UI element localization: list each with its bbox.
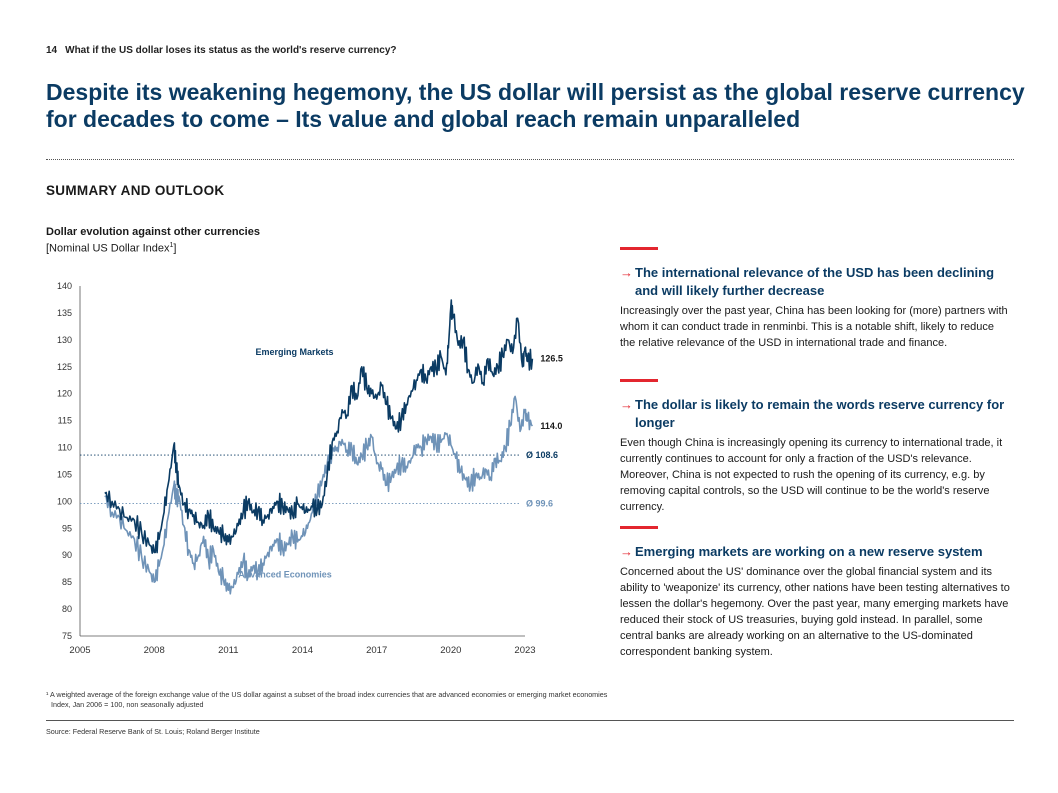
x-tick-label: 2008 [144,645,165,656]
line-chart: 140 135 130 125 120 115 110 105 100 95 90 85 80 75 200… [57,281,563,656]
section-3-body: Concerned about the US' dominance over t… [620,566,1010,658]
running-header: 14 What if the US dollar loses its status… [46,45,397,56]
y-tick-label: 115 [58,416,72,426]
x-tick-label: 2014 [292,645,313,656]
outlook-section-3: → Emerging markets are working on a new r… [620,526,1010,660]
y-tick-label: 90 [62,550,72,560]
y-tick-label: 100 [57,496,72,506]
y-tick-label: 120 [57,389,72,399]
outlook-section-1: → The international relevance of the USD … [620,247,1010,351]
section-heading: SUMMARY AND OUTLOOK [46,183,225,198]
y-tick-label: 110 [58,443,72,453]
y-tick-label: 75 [62,631,72,641]
average-label: Ø 99.6 [526,499,553,509]
footnote: ¹ A weighted average of the foreign exch… [46,690,607,710]
chart-title: Dollar evolution against other currencie… [46,226,260,238]
advanced-economies-series-label: Advanced Economies [238,569,332,579]
section-2-body: Even though China is increasingly openin… [620,437,1003,513]
arrow-right-icon: → [620,544,633,559]
y-tick-label: 80 [62,604,72,614]
advanced-economies-end-label: 114.0 [540,421,562,431]
red-accent-bar [620,379,658,382]
x-tick-label: 2020 [440,645,461,656]
page-number: 14 [46,45,58,56]
section-3-heading: → Emerging markets are working on a new r… [620,544,983,559]
section-1-body: Increasingly over the past year, China h… [620,305,1008,349]
outlook-section-2: → The dollar is likely to remain the word… [620,379,1010,515]
arrow-right-icon: → [620,265,633,280]
x-tick-label: 2017 [366,645,387,656]
page-title: Despite its weakening hegemony, the US d… [46,79,1025,132]
x-tick-label: 2011 [218,645,238,656]
x-tick-label: 2005 [69,645,90,656]
title-divider [46,159,1014,160]
advanced-economies-series-line [104,395,534,595]
emerging-markets-end-label: 126.5 [540,354,563,364]
average-label: Ø 108.6 [526,450,558,460]
emerging-markets-series-label: Emerging Markets [256,347,334,357]
y-tick-label: 130 [57,335,72,345]
y-tick-label: 95 [62,523,72,533]
footer-divider [46,720,1014,721]
source-note: Source: Federal Reserve Bank of St. Loui… [46,727,260,736]
chart-subtitle: [Nominal US Dollar Index1] [46,242,177,255]
running-title: What if the US dollar loses its status a… [65,45,397,56]
section-1-heading: → The international relevance of the USD … [620,265,995,298]
x-tick-label: 2023 [514,645,535,656]
y-tick-label: 85 [62,577,72,587]
footnote-definition: ¹ A weighted average of the foreign exch… [46,690,608,699]
footnote-index-note: Index, Jan 2006 = 100, non seasonally ad… [51,700,204,709]
red-accent-bar [620,526,658,529]
y-tick-label: 105 [57,469,72,479]
y-tick-label: 140 [57,281,72,291]
y-tick-label: 135 [57,308,72,318]
emerging-markets-series-line [104,299,534,554]
y-tick-label: 125 [57,362,72,372]
arrow-right-icon: → [620,397,633,412]
red-accent-bar [620,247,658,250]
section-2-heading: → The dollar is likely to remain the word… [620,397,1005,430]
